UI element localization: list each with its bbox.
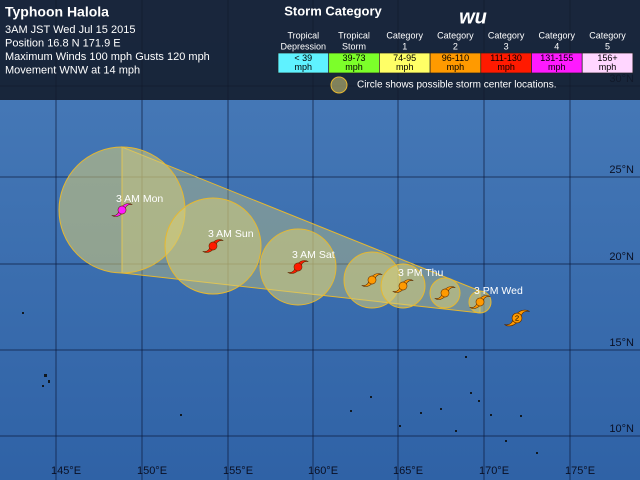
storm-symbol — [434, 286, 456, 300]
latitude-label: 25°N — [609, 164, 634, 176]
storm-eye — [475, 297, 485, 307]
longitude-label: 150°E — [137, 465, 167, 477]
forecast-label: 3 PM Wed — [474, 285, 523, 297]
storm-detail: Maximum Winds 100 mph Gusts 120 mph — [5, 51, 210, 63]
longitude-label: 155°E — [223, 465, 253, 477]
storm-symbol — [111, 203, 133, 217]
longitude-label: 145°E — [51, 465, 81, 477]
storm-eye — [367, 275, 377, 285]
storm-eye — [398, 281, 408, 291]
category-name: 2 — [453, 41, 458, 51]
storm-symbol — [361, 273, 383, 287]
longitude-label: 165°E — [393, 465, 423, 477]
storm-symbol — [469, 295, 491, 309]
category-range: mph — [396, 62, 414, 72]
storm-detail: 3AM JST Wed Jul 15 2015 — [5, 24, 135, 36]
category-name: Tropical — [287, 30, 319, 40]
wu-logo: wu — [459, 6, 487, 28]
storm-category: 2 — [515, 314, 519, 323]
category-range: 156+ — [597, 53, 617, 63]
storm-eye — [440, 288, 450, 298]
category-range: 96-110 — [442, 53, 469, 63]
category-range: 74-95 — [393, 53, 416, 63]
note-circle — [330, 76, 348, 94]
category-range: 39-73 — [342, 53, 365, 63]
longitude-label: 170°E — [479, 465, 509, 477]
category-name: Category — [488, 30, 525, 40]
storm-symbol — [392, 279, 414, 293]
storm-eye — [117, 205, 127, 215]
category-name: 1 — [402, 41, 407, 51]
legend-note: Circle shows possible storm center locat… — [357, 80, 557, 91]
latitude-label: 15°N — [609, 337, 634, 349]
storm-symbol — [287, 260, 309, 274]
category-name: 3 — [504, 41, 509, 51]
category-range: < 39 — [294, 53, 312, 63]
category-name: Category — [437, 30, 474, 40]
category-name: Depression — [281, 41, 327, 51]
storm-eye — [293, 262, 303, 272]
storm-detail: Movement WNW at 14 mph — [5, 64, 140, 76]
header: Typhoon Halola 3AM JST Wed Jul 15 2015Pos… — [5, 3, 634, 94]
category-range: mph — [295, 62, 313, 72]
storm-eye — [511, 312, 523, 324]
category-name: Category — [539, 30, 576, 40]
category-range: mph — [599, 62, 617, 72]
track: 3 PM Wed 3 PM Thu 3 AM Sat 3 AM Sun 3 AM Mon… — [58, 146, 531, 327]
category-name: 5 — [605, 41, 610, 51]
storm-title: Typhoon Halola — [5, 4, 109, 20]
category-range: 131-155 — [540, 53, 573, 63]
category-name: Storm — [342, 41, 366, 51]
longitude-label: 160°E — [308, 465, 338, 477]
longitude-label: 175°E — [565, 465, 595, 477]
forecast-label: 3 AM Sun — [208, 228, 254, 240]
latitude-label: 20°N — [609, 251, 634, 263]
storm-eye — [208, 241, 218, 251]
storm-symbol — [202, 239, 224, 253]
latitude-label: 10°N — [609, 423, 634, 435]
forecast-label: 3 AM Mon — [116, 193, 163, 205]
header-band — [0, 0, 640, 100]
category-name: Tropical — [338, 30, 370, 40]
islands — [22, 312, 538, 454]
category-name: Category — [386, 30, 423, 40]
storm-symbol: 2 — [503, 309, 531, 327]
category-range: 111-130 — [490, 53, 522, 63]
category-range: mph — [497, 62, 515, 72]
category-range: mph — [548, 62, 566, 72]
legend-title: Storm Category — [284, 3, 382, 18]
category-range: mph — [447, 62, 465, 72]
category-swatch — [581, 52, 634, 74]
category-name: Category — [589, 30, 626, 40]
storm-detail: Position 16.8 N 171.9 E — [5, 37, 121, 49]
category-range: mph — [345, 62, 363, 72]
forecast-label: 3 PM Thu — [398, 267, 443, 279]
forecast-label: 3 AM Sat — [292, 249, 335, 261]
category-name: 4 — [554, 41, 559, 51]
